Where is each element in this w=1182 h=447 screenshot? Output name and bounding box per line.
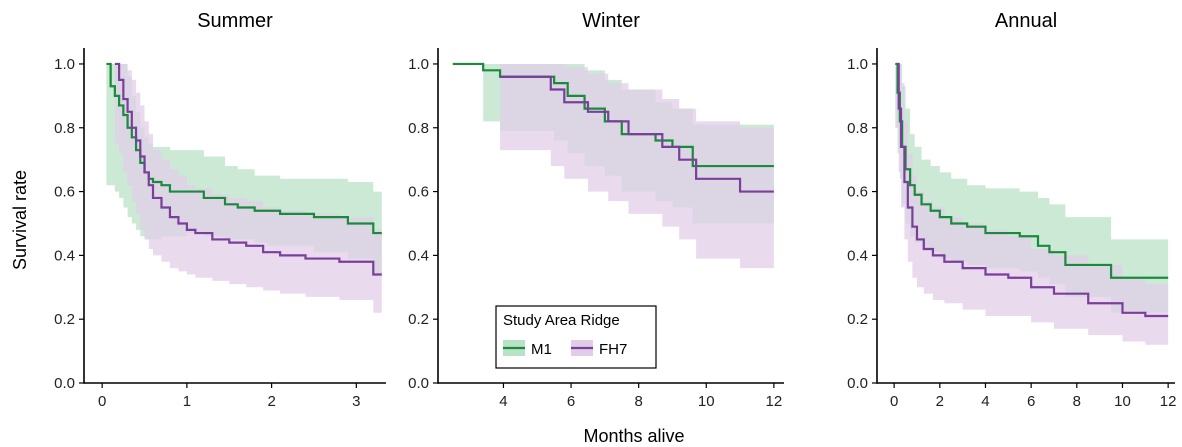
x-tick-label: 3 (352, 393, 360, 410)
x-tick-label: 12 (1160, 393, 1177, 410)
x-tick-label: 1 (183, 393, 191, 410)
y-tick-label: 0.8 (408, 120, 429, 137)
panel-title: Winter (582, 10, 640, 32)
panel-title: Summer (197, 10, 273, 32)
ci-band-fh7 (114, 63, 382, 313)
y-tick-label: 0.8 (54, 120, 75, 137)
y-tick-label: 1.0 (54, 56, 75, 73)
y-tick-label: 0.4 (847, 247, 868, 264)
panel-winter: Winter 0.0 0.2 0.4 0.6 0.8 1.0 4 6 8 10 12 (408, 10, 784, 410)
x-axis-title: Months alive (583, 426, 684, 446)
x-tick-label: 8 (1073, 393, 1081, 410)
y-tick-label: 0.4 (54, 247, 75, 264)
x-tick-label: 4 (981, 393, 989, 410)
legend-label-fh7: FH7 (599, 341, 627, 358)
legend: Study Area Ridge M1 FH7 (495, 305, 657, 369)
y-tick-label: 1.0 (847, 56, 868, 73)
y-tick-label: 0.6 (408, 184, 429, 201)
x-tick-label: 0 (890, 393, 898, 410)
survival-line-m1 (895, 62, 1169, 279)
x-tick-label: 0 (98, 393, 106, 410)
x-tick-label: 8 (634, 393, 642, 410)
panel-summer: Summer 0.0 0.2 0.4 0.6 0.8 1.0 0 1 2 3 (54, 10, 386, 410)
panel-title: Annual (995, 10, 1057, 32)
x-tick-label: 6 (1027, 393, 1035, 410)
legend-label-m1: M1 (531, 341, 552, 358)
legend-title: Study Area Ridge (503, 312, 620, 329)
x-tick-label: 10 (698, 393, 715, 410)
x-tick-label: 10 (1114, 393, 1131, 410)
x-tick-label: 4 (499, 393, 507, 410)
x-tick-label: 12 (766, 393, 783, 410)
survival-line-fh7 (896, 62, 1169, 318)
x-tick-label: 6 (567, 393, 575, 410)
x-tick-label: 2 (936, 393, 944, 410)
legend-item-m1: M1 (503, 340, 552, 358)
x-tick-label: 2 (267, 393, 275, 410)
y-tick-label: 0.8 (847, 120, 868, 137)
survival-line-m1 (452, 62, 774, 168)
panel-annual: Annual 0.0 0.2 0.4 0.6 0.8 1.0 0 2 4 6 8 10 12 (847, 10, 1176, 410)
y-tick-label: 0.2 (847, 311, 868, 328)
survival-line-fh7 (114, 62, 382, 276)
y-tick-label: 0.0 (54, 375, 75, 392)
y-tick-label: 0.2 (54, 311, 75, 328)
y-axis-title: Survival rate (10, 170, 30, 270)
survival-line-m1 (106, 62, 382, 235)
y-tick-label: 0.6 (54, 184, 75, 201)
y-tick-label: 1.0 (408, 56, 429, 73)
y-tick-label: 0.2 (408, 311, 429, 328)
y-tick-label: 0.0 (847, 375, 868, 392)
survival-line-fh7 (500, 75, 774, 193)
legend-box (495, 305, 657, 369)
ci-band-fh7 (500, 63, 774, 269)
legend-item-fh7: FH7 (571, 340, 627, 358)
y-tick-label: 0.4 (408, 247, 429, 264)
y-tick-label: 0.0 (408, 375, 429, 392)
ci-band-fh7 (896, 63, 1169, 345)
y-tick-label: 0.6 (847, 184, 868, 201)
